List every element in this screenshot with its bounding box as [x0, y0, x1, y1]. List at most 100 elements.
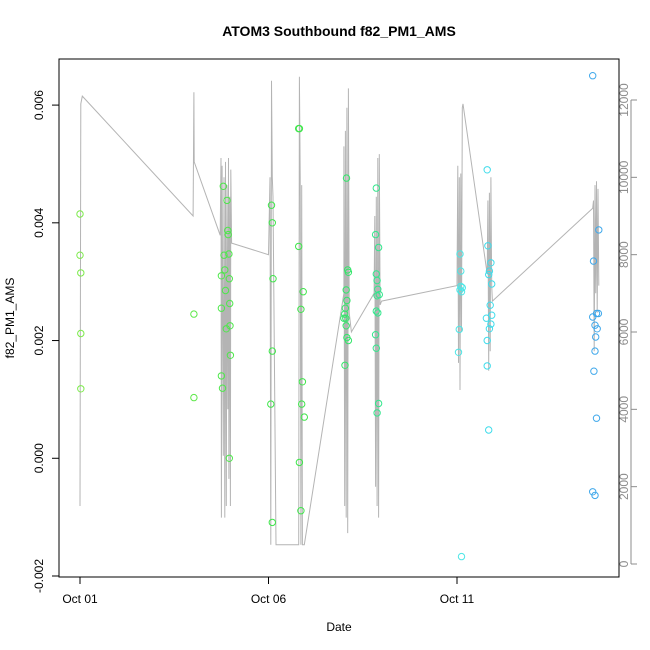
data-point — [456, 286, 464, 294]
data-point — [373, 292, 381, 300]
data-point — [456, 250, 464, 258]
data-point — [217, 272, 226, 280]
data-point — [267, 400, 275, 408]
y2-tick-label: 4000 — [617, 396, 631, 423]
data-point — [593, 325, 601, 333]
secondary-trace — [79, 76, 600, 546]
data-point — [458, 283, 466, 292]
data-point — [77, 269, 85, 277]
data-point — [483, 336, 491, 345]
y-tick-label: -0.002 — [32, 559, 46, 593]
data-point — [486, 301, 494, 309]
data-point — [371, 230, 380, 239]
data-point — [295, 124, 304, 133]
data-point — [342, 286, 350, 294]
data-point — [589, 72, 597, 80]
data-point — [218, 384, 227, 392]
data-point — [372, 344, 380, 352]
data-point — [268, 219, 276, 227]
data-point — [591, 347, 599, 355]
data-point — [592, 333, 600, 341]
data-point — [487, 320, 495, 328]
data-point — [298, 378, 307, 386]
data-point — [342, 322, 350, 330]
data-point — [373, 409, 381, 417]
data-point — [268, 347, 276, 355]
data-point — [223, 196, 231, 205]
x-tick-label: Oct 06 — [251, 592, 287, 606]
y2-tick-label: 12000 — [617, 83, 631, 117]
data-point — [341, 361, 349, 369]
data-point — [341, 310, 349, 318]
data-point — [190, 310, 198, 318]
data-point — [591, 321, 599, 329]
data-point — [342, 314, 350, 322]
trace-line — [79, 76, 600, 546]
data-point — [343, 296, 351, 305]
data-point — [224, 226, 232, 235]
data-point — [371, 331, 380, 339]
data-point — [484, 242, 492, 250]
data-point — [485, 325, 494, 333]
data-point — [77, 329, 85, 338]
data-point — [457, 282, 465, 291]
data-point — [224, 230, 232, 239]
data-point — [592, 414, 601, 422]
y-tick-label: 0.004 — [32, 207, 46, 237]
chart-title: ATOM3 Southbound f82_PM1_AMS — [222, 23, 456, 39]
data-point — [267, 201, 276, 209]
data-point — [226, 299, 234, 308]
data-point — [591, 491, 599, 500]
data-point — [594, 309, 603, 318]
y2-tick-label: 10000 — [617, 160, 631, 194]
data-point — [295, 458, 304, 467]
data-point — [374, 399, 383, 408]
data-point — [483, 362, 491, 370]
data-point — [595, 226, 603, 234]
data-point — [295, 242, 303, 251]
y2-tick-label: 0 — [617, 560, 631, 567]
y-tick-label: 0.006 — [32, 90, 46, 120]
data-point — [221, 286, 230, 295]
data-point — [226, 322, 234, 330]
data-point — [483, 166, 491, 174]
data-point — [457, 552, 466, 561]
data-point — [589, 313, 597, 321]
x-tick-label: Oct 11 — [440, 592, 475, 606]
plot-area-frame — [58, 58, 620, 578]
data-point — [269, 275, 277, 283]
y2-tick-label: 8000 — [617, 241, 631, 268]
data-point — [485, 426, 493, 434]
data-point — [76, 251, 84, 259]
data-point — [225, 454, 234, 462]
scatter-points — [76, 72, 603, 561]
data-point — [225, 250, 233, 258]
data-point — [488, 280, 496, 288]
data-point — [485, 270, 493, 279]
secondary-y-axis: 0 2000 4000 6000 8000 10000 12000 — [617, 83, 637, 567]
data-point — [344, 268, 353, 276]
data-point — [225, 275, 234, 283]
data-point — [457, 267, 465, 275]
data-point — [76, 210, 84, 218]
y-tick-label: 0.002 — [32, 325, 46, 355]
data-point — [220, 251, 228, 259]
data-point — [217, 304, 226, 312]
y-axis-label: f82_PM1_AMS — [3, 278, 17, 359]
data-point — [372, 184, 380, 192]
data-point — [589, 488, 597, 496]
data-point — [342, 174, 351, 182]
y-tick-label: 0.000 — [32, 443, 46, 473]
x-tick-label: Oct 01 — [62, 592, 98, 606]
data-point — [268, 518, 276, 527]
data-point — [485, 267, 494, 275]
data-point — [457, 288, 466, 296]
x-axis-label: Date — [326, 620, 352, 634]
data-point — [372, 307, 380, 315]
data-point — [297, 305, 305, 313]
data-point — [482, 314, 491, 322]
data-point — [373, 276, 381, 285]
data-point — [454, 348, 463, 356]
data-point — [77, 385, 85, 393]
data-point — [219, 182, 228, 191]
